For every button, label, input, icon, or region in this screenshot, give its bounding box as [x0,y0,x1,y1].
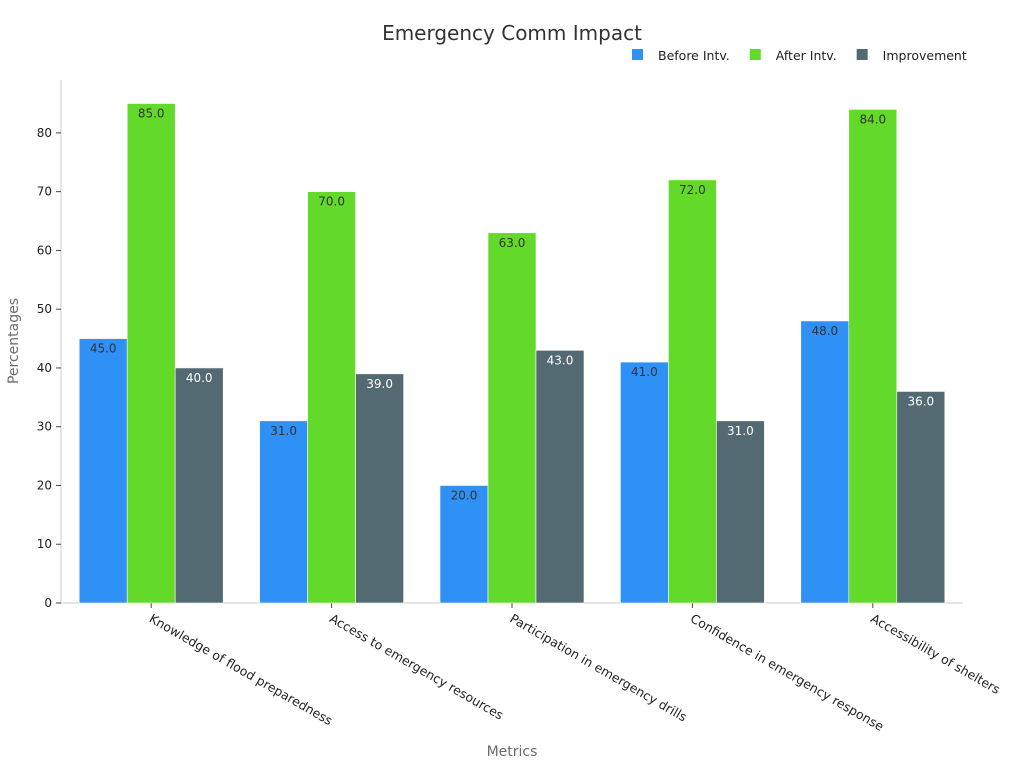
bar [800,320,850,604]
legend-swatch [632,49,643,60]
chart-title: Emergency Comm Impact [382,21,642,45]
bar [668,179,717,604]
bar [355,373,404,604]
legend-label: Before Intv. [658,48,730,63]
bar-value-label: 36.0 [907,394,934,408]
bar [439,485,489,604]
bar [78,338,128,604]
y-tick-label: 0 [44,596,52,610]
x-tick-label: Access to emergency resources [327,611,506,723]
bars [78,103,946,604]
x-tick-label: Accessibility of shelters [868,611,1003,697]
x-tick-label: Knowledge of flood preparedness [147,611,335,728]
bar-value-label: 84.0 [859,112,886,126]
bar-value-label: 31.0 [270,424,297,438]
bar [848,109,898,604]
x-tick-label: Confidence in emergency response [688,611,887,734]
bar [307,191,356,604]
data-labels: 45.0 85.0 40.0 31.0 70.0 39.0 20.0 63.0 43.0 41.0… [90,107,934,503]
legend-swatch [749,49,761,60]
bar-value-label: 41.0 [631,365,658,379]
bar [174,367,224,604]
x-axis-title: Metrics [487,744,538,760]
legend-label: After Intv. [776,48,837,63]
y-tick-label: 50 [37,302,52,316]
bar-value-label: 45.0 [90,342,117,356]
bar [487,232,537,604]
y-tick-label: 60 [37,243,52,257]
y-tick-label: 40 [37,361,52,375]
bar-value-label: 43.0 [547,353,574,367]
legend-swatch [856,49,868,60]
bar-value-label: 39.0 [366,377,393,391]
y-tick-label: 30 [37,420,52,434]
bar-value-label: 85.0 [138,107,165,121]
bar-value-label: 70.0 [318,195,345,209]
bar [896,391,946,604]
y-tick-label: 80 [37,126,52,140]
bar [259,420,308,604]
bar [535,350,585,604]
bar-value-label: 72.0 [679,183,706,197]
bar [620,361,669,604]
bar [716,420,765,604]
y-tick-label: 20 [37,478,52,492]
bar-value-label: 40.0 [186,371,213,385]
bar [126,103,176,604]
bar-value-label: 63.0 [499,236,526,250]
x-tick-label: Participation in emergency drills [508,611,690,725]
bar-value-label: 20.0 [451,488,478,502]
y-tick-label: 10 [37,537,52,551]
legend: Before Intv. After Intv. Improvement [632,48,967,63]
y-axis-title: Percentages [6,298,22,384]
bar-value-label: 48.0 [811,324,838,338]
bar-value-label: 31.0 [727,424,754,438]
legend-label: Improvement [883,48,967,63]
y-tick-label: 70 [37,185,52,199]
